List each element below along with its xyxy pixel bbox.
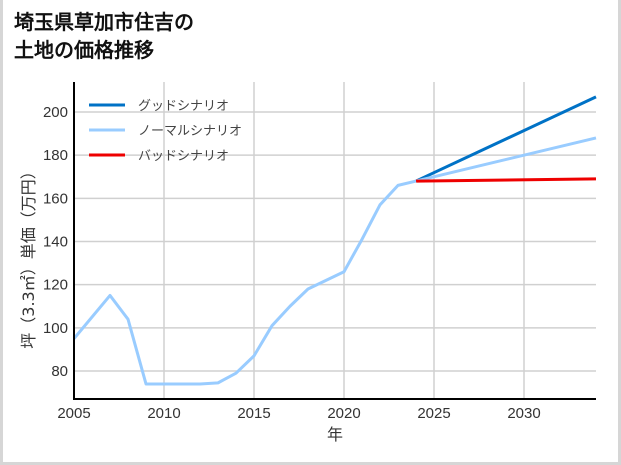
data-series	[72, 95, 597, 386]
x-tick-label: 2015	[237, 405, 270, 422]
series-line	[72, 179, 417, 386]
y-axis-ticks: 80 100 120 140 160 180 200	[43, 104, 68, 380]
series-line	[415, 136, 597, 183]
y-axis-label: 坪（3.3㎡）単価（万円）	[19, 163, 38, 348]
legend-label: バッドシナリオ	[138, 149, 229, 164]
x-tick-label: 2020	[327, 405, 360, 422]
y-tick-label: 120	[43, 277, 68, 294]
legend-label: グッドシナリオ	[138, 99, 229, 114]
x-tick-label: 2005	[57, 405, 90, 422]
chart-title-line-2: 土地の価格推移	[14, 38, 154, 62]
y-tick-label: 80	[51, 363, 68, 380]
chart-title-line-1: 埼玉県草加市住吉の	[14, 10, 194, 34]
x-tick-label: 2030	[507, 405, 540, 422]
y-tick-label: 200	[43, 104, 68, 121]
x-axis-ticks: 2005 2010 2015 2020 2025 2030	[57, 405, 540, 422]
y-tick-label: 140	[43, 234, 68, 251]
x-axis-label: 年	[327, 425, 343, 444]
x-tick-label: 2010	[147, 405, 180, 422]
y-tick-label: 180	[43, 147, 68, 164]
y-tick-label: 160	[43, 190, 68, 207]
series-line	[415, 95, 597, 183]
series-line	[415, 177, 597, 183]
chart-title: 埼玉県草加市住吉の 土地の価格推移	[14, 8, 194, 64]
legend-label: ノーマルシナリオ	[138, 124, 242, 139]
axes	[73, 82, 596, 400]
y-tick-label: 100	[43, 320, 68, 337]
x-tick-label: 2025	[417, 405, 450, 422]
